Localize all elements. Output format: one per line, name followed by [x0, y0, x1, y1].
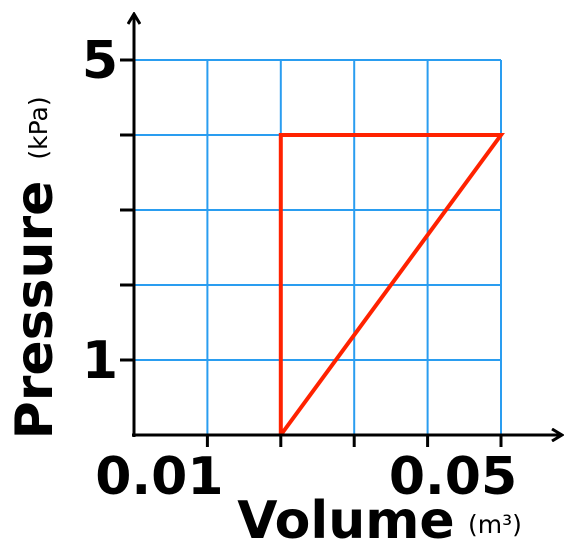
- x-tick-label: 0.01: [95, 447, 223, 507]
- y-axis-unit: (kPa): [24, 96, 53, 159]
- x-axis-unit: (m³): [468, 510, 522, 539]
- x-tick-label: 0.05: [389, 447, 517, 507]
- x-axis-label: Volume: [237, 491, 454, 551]
- y-tick-label: 1: [82, 331, 118, 391]
- y-tick-label: 5: [82, 31, 118, 91]
- y-axis-label: Pressure: [5, 181, 65, 440]
- grid: [134, 59, 502, 435]
- plot: [278, 133, 505, 437]
- data-line: [278, 133, 505, 437]
